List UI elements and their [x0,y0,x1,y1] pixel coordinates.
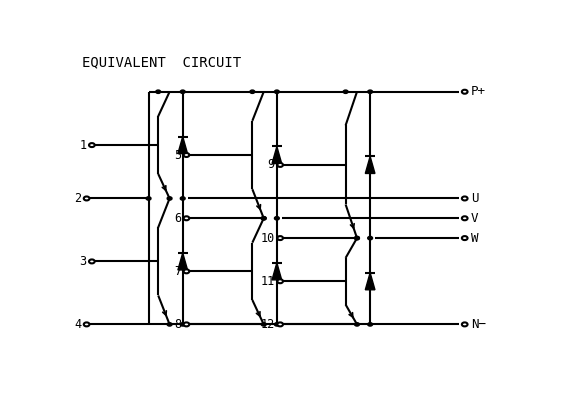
Circle shape [167,197,172,200]
Text: 6: 6 [174,212,181,225]
Text: N−: N− [471,318,486,331]
Text: 9: 9 [268,158,275,171]
Circle shape [156,90,160,93]
Text: 2: 2 [74,192,81,205]
Circle shape [355,323,359,326]
Circle shape [89,143,95,147]
Circle shape [262,217,266,220]
Circle shape [277,322,283,326]
Circle shape [180,197,185,200]
Circle shape [368,236,372,240]
Circle shape [262,217,266,220]
Text: W: W [471,232,479,245]
Text: 8: 8 [174,318,181,331]
Circle shape [368,90,372,93]
Circle shape [184,153,189,157]
Text: P+: P+ [471,85,486,98]
Text: 7: 7 [174,265,181,278]
Text: 5: 5 [174,148,181,162]
Circle shape [184,269,189,273]
Circle shape [462,216,468,220]
Circle shape [180,90,185,93]
Circle shape [275,217,279,220]
Circle shape [89,259,95,263]
Text: 12: 12 [260,318,275,331]
Circle shape [84,322,89,326]
Circle shape [184,216,189,220]
Circle shape [180,323,185,326]
Circle shape [462,236,468,240]
Polygon shape [272,147,282,164]
Text: 3: 3 [79,255,86,268]
Circle shape [146,197,151,200]
Text: U: U [471,192,479,205]
Circle shape [462,196,468,200]
Circle shape [262,323,266,326]
Circle shape [277,163,283,167]
Text: 11: 11 [260,275,275,288]
Polygon shape [366,273,375,290]
Circle shape [275,323,279,326]
Polygon shape [178,137,188,154]
Text: V: V [471,212,479,225]
Circle shape [343,90,348,93]
Text: 1: 1 [79,139,86,152]
Circle shape [250,90,255,93]
Polygon shape [366,156,375,173]
Polygon shape [272,263,282,280]
Polygon shape [178,253,188,270]
Text: 4: 4 [74,318,81,331]
Circle shape [167,323,172,326]
Text: 10: 10 [260,232,275,245]
Circle shape [355,236,359,240]
Circle shape [462,322,468,326]
Circle shape [462,90,468,94]
Circle shape [84,196,89,200]
Circle shape [184,322,189,326]
Circle shape [275,90,279,93]
Circle shape [277,279,283,283]
Circle shape [355,236,359,240]
Circle shape [368,323,372,326]
Circle shape [277,236,283,240]
Text: EQUIVALENT  CIRCUIT: EQUIVALENT CIRCUIT [81,55,241,69]
